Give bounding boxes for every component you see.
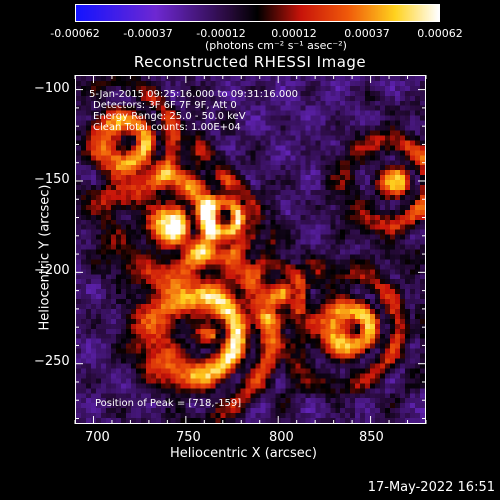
x-axis-label: Heliocentric X (arcsec) — [170, 446, 317, 461]
y-tick-label: −200 — [34, 263, 70, 278]
annotation-detectors: Detectors: 3F 6F 7F 9F, Att 0 — [93, 100, 237, 111]
y-tick-label: −100 — [34, 81, 70, 96]
image-panel: 5-Jan-2015 09:25:16.000 to 09:31:16.000 … — [75, 75, 426, 424]
x-tick-label: 750 — [176, 430, 201, 445]
datestamp: 17-May-2022 16:51 — [367, 480, 495, 495]
x-tick-label: 850 — [359, 430, 384, 445]
colorbar-tick: -0.00037 — [123, 27, 173, 40]
annotation-peak: Position of Peak = [718,-159] — [95, 398, 242, 409]
x-tick-label: 700 — [85, 430, 110, 445]
colorbar-tick: 0.00062 — [417, 27, 463, 40]
colorbar-tick: 0.00012 — [271, 27, 317, 40]
colorbar-unit-label: (photons cm⁻² s⁻¹ asec⁻²) — [205, 39, 347, 52]
y-tick-label: −250 — [34, 354, 70, 369]
annotation-time: 5-Jan-2015 09:25:16.000 to 09:31:16.000 — [89, 89, 298, 100]
colorbar — [75, 4, 440, 22]
annotation-clean: Clean Total counts: 1.00E+04 — [93, 122, 241, 133]
annotation-energy: Energy Range: 25.0 - 50.0 keV — [93, 111, 246, 122]
y-axis-label: Heliocentric Y (arcsec) — [37, 184, 53, 331]
plot-title: Reconstructed RHESSI Image — [133, 53, 367, 71]
rhessi-image — [76, 76, 425, 423]
colorbar-tick: -0.00012 — [196, 27, 246, 40]
colorbar-tick: -0.00062 — [50, 27, 100, 40]
colorbar-tick: 0.00037 — [344, 27, 390, 40]
y-tick-label: −150 — [34, 172, 70, 187]
x-tick-label: 800 — [269, 430, 294, 445]
